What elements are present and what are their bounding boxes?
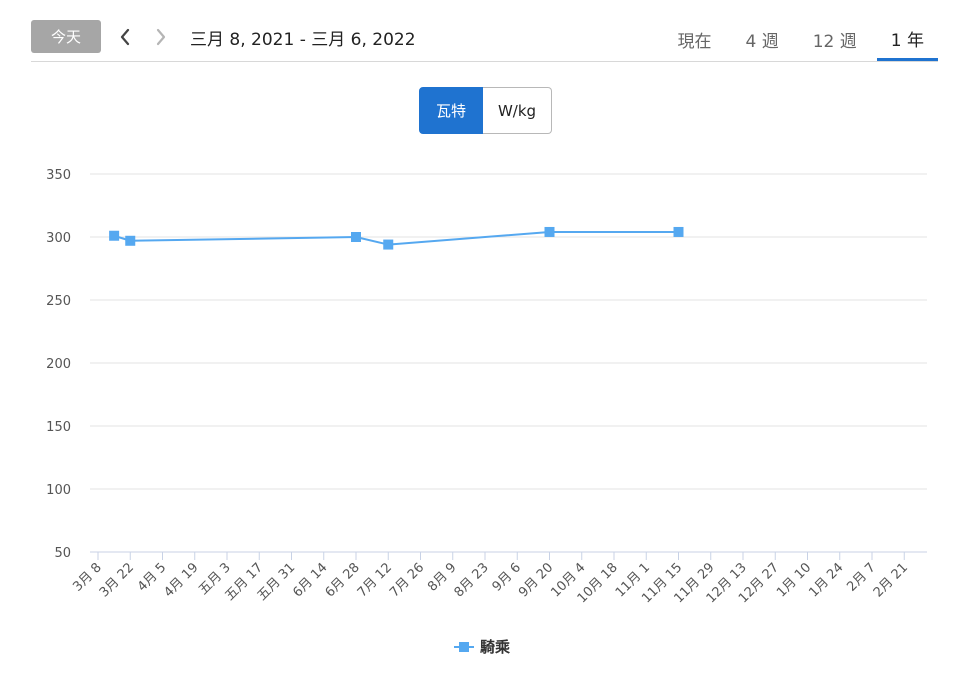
chevron-left-icon: [120, 28, 130, 45]
tab-4-weeks[interactable]: 4 週: [745, 32, 779, 52]
chart-grid: [90, 173, 927, 490]
x-tick-label: 7月 12: [355, 560, 395, 600]
date-range-label: 三月 8, 2021 - 三月 6, 2022: [190, 30, 416, 50]
legend-swatch: [453, 641, 474, 652]
y-axis: 50 100 150 200 250 300 350: [46, 168, 71, 561]
y-tick-label: 200: [46, 357, 71, 372]
x-tick-label: 2月 21: [871, 560, 911, 600]
chevron-right-icon: [156, 28, 166, 45]
data-point[interactable]: [544, 226, 555, 237]
unit-toggle: 瓦特 W/kg: [419, 87, 552, 134]
y-tick-label: 250: [46, 294, 71, 309]
chart-legend: 騎乘: [0, 636, 964, 657]
tab-12-weeks[interactable]: 12 週: [812, 32, 857, 52]
data-point[interactable]: [125, 235, 136, 246]
x-tick-label: 6月 28: [323, 560, 363, 600]
y-tick-label: 350: [46, 168, 71, 183]
series-line: [113, 230, 679, 246]
data-point[interactable]: [109, 230, 120, 241]
tab-1-year[interactable]: 1 年: [876, 18, 938, 61]
range-tabs: 現在 4 週 12 週 1 年: [657, 18, 938, 61]
x-tick-label: 7月 26: [387, 560, 427, 600]
x-tick-label: 1月 10: [774, 560, 814, 600]
chart-series: [109, 226, 684, 250]
data-point[interactable]: [673, 226, 684, 237]
next-period-button[interactable]: [149, 20, 173, 53]
x-tick-label: 6月 14: [290, 560, 330, 600]
top-toolbar: 今天 三月 8, 2021 - 三月 6, 2022 現在 4 週 12 週 1…: [31, 18, 938, 62]
y-tick-label: 300: [46, 231, 71, 246]
tab-now[interactable]: 現在: [677, 32, 712, 52]
x-tick-label: 8月 23: [452, 560, 492, 600]
data-point[interactable]: [383, 239, 394, 250]
y-tick-label: 100: [46, 483, 71, 498]
x-tick-label: 3月 22: [97, 560, 137, 600]
legend-label-ride[interactable]: 騎乘: [479, 638, 510, 656]
x-tick-label: 4月 19: [161, 560, 201, 600]
x-tick-label: 1月 24: [806, 560, 846, 600]
wkg-button[interactable]: W/kg: [483, 87, 552, 134]
data-point[interactable]: [351, 232, 361, 242]
x-tick-label: 9月 20: [516, 560, 556, 600]
y-tick-label: 50: [54, 546, 71, 561]
previous-period-button[interactable]: [113, 20, 137, 53]
today-button[interactable]: 今天: [31, 20, 101, 53]
watts-button[interactable]: 瓦特: [419, 87, 483, 134]
y-tick-label: 150: [46, 420, 71, 435]
